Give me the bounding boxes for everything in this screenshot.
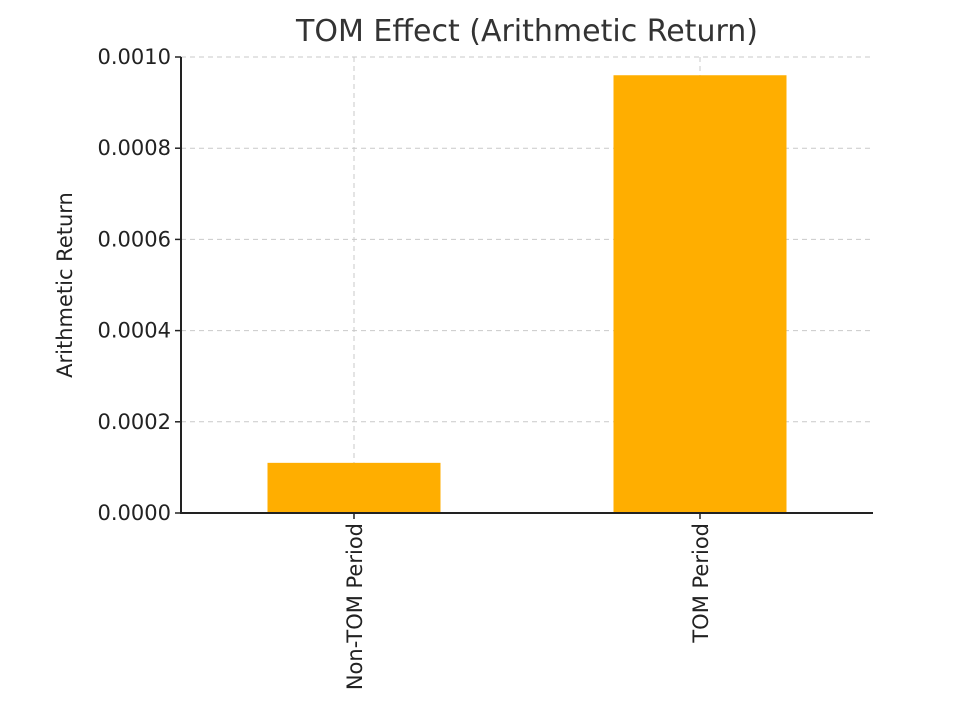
chart-title: TOM Effect (Arithmetic Return) bbox=[295, 14, 758, 49]
axis-layer bbox=[180, 57, 873, 514]
x-tick-label: TOM Period bbox=[689, 523, 713, 644]
y-axis-label: Arithmetic Return bbox=[53, 192, 77, 378]
y-tick-label: 0.0010 bbox=[98, 45, 171, 69]
bar bbox=[613, 75, 787, 514]
tick-layer: 0.0000 0.0002 0.0004 0.0006 0.0008 0.0010 Non-… bbox=[98, 45, 713, 690]
x-tick-label: Non-TOM Period bbox=[343, 523, 367, 690]
bar-layer bbox=[267, 75, 787, 514]
y-tick-label: 0.0008 bbox=[98, 136, 171, 160]
y-tick-label: 0.0004 bbox=[98, 319, 171, 343]
bar bbox=[267, 462, 441, 513]
y-tick-label: 0.0000 bbox=[98, 501, 171, 525]
y-tick-label: 0.0006 bbox=[98, 227, 171, 251]
y-tick-label: 0.0002 bbox=[98, 410, 171, 434]
